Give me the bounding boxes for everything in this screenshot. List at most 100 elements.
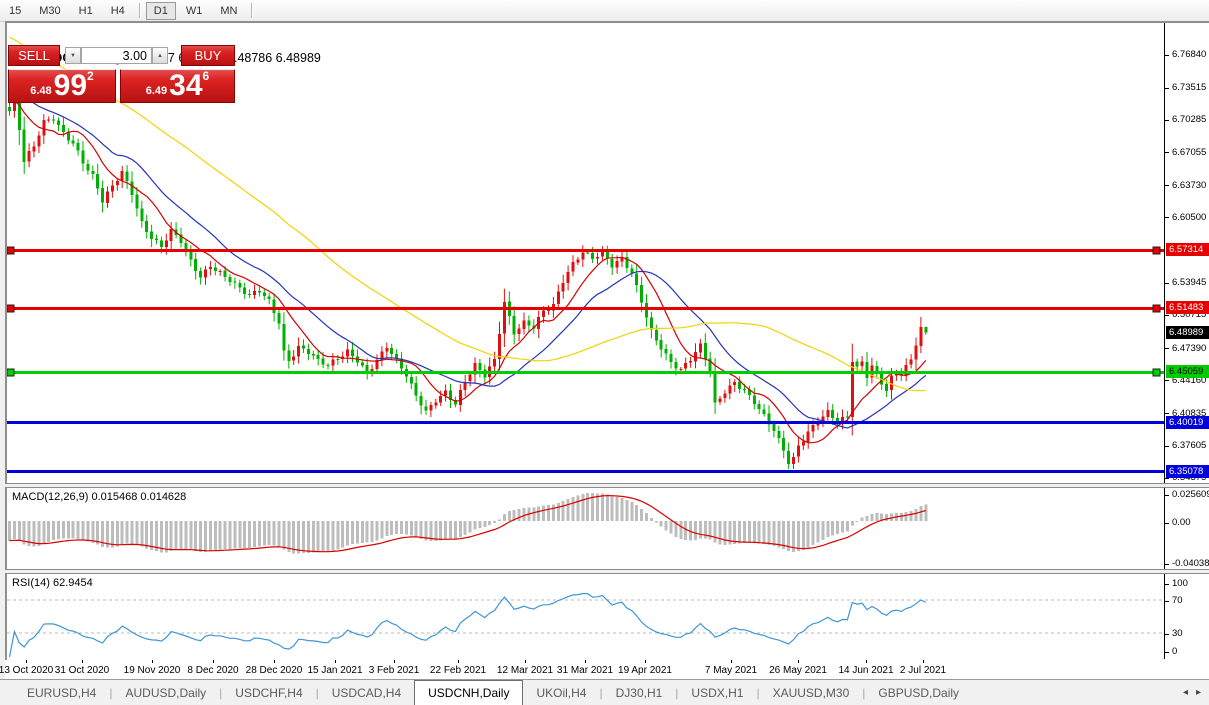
chart-tab-bar: EURUSD,H4 | AUDUSD,Daily | USDCHF,H4 | USDCAD,… <box>0 679 1209 705</box>
price-axis-label: 6.50715 <box>1165 309 1206 320</box>
date-label: 31 Oct 2020 <box>54 665 110 676</box>
time-axis-tick <box>866 660 867 663</box>
timeframe-button-m30[interactable]: M30 <box>39 4 61 17</box>
date-label: 8 Dec 2020 <box>187 665 239 676</box>
timeframe-button-h1[interactable]: H1 <box>78 4 93 17</box>
buy-price-prefix: 6.49 <box>145 85 168 97</box>
date-label: 19 Nov 2020 <box>123 665 181 676</box>
price-tag-6.51483: 6.51483 <box>1166 301 1209 315</box>
price-axis-label: 6.73515 <box>1165 82 1206 93</box>
tab-separator: | <box>109 685 113 700</box>
macd-indicator-canvas[interactable] <box>7 488 1165 569</box>
price-tag-6.48989: 6.48989 <box>1166 326 1209 340</box>
price-axis-label: 6.44160 <box>1165 375 1206 386</box>
main-chart-canvas[interactable] <box>6 23 1165 483</box>
time-axis-tick <box>152 660 153 663</box>
tab-separator: | <box>599 685 603 700</box>
buy-price-point: 6 <box>202 69 210 83</box>
sell-button[interactable]: SELL <box>8 45 60 66</box>
time-axis-tick <box>923 660 924 663</box>
price-tag-6.45059: 6.45059 <box>1166 365 1209 379</box>
date-label: 7 May 2021 <box>704 665 758 676</box>
time-axis-tick <box>645 660 646 663</box>
price-axis-label: 6.63730 <box>1165 180 1206 191</box>
timeframe-button-d1[interactable]: D1 <box>145 1 176 20</box>
volume-increase-button[interactable]: ▲ <box>152 47 168 64</box>
time-axis-tick <box>274 660 275 663</box>
tab-usdcnh-daily[interactable]: USDCNH,Daily <box>414 680 524 705</box>
time-axis-tick <box>213 660 214 663</box>
toolbar-separator <box>251 3 253 18</box>
date-label: 15 Jan 2021 <box>307 665 363 676</box>
tab-separator: | <box>756 685 760 700</box>
raxis-label: 100 <box>1165 578 1188 589</box>
price-axis-label: 6.47390 <box>1165 343 1206 354</box>
time-axis-tick <box>26 660 27 663</box>
time-axis[interactable]: 13 Oct 2020 31 Oct 2020 19 Nov 2020 8 Dec 2… <box>0 660 1209 679</box>
time-axis-tick <box>82 660 83 663</box>
time-axis-tick <box>585 660 586 663</box>
tab-eurusd-h4[interactable]: EURUSD,H4 <box>27 685 97 700</box>
spin-up-icon: ▲ <box>157 52 163 59</box>
tab-usdchf-h4[interactable]: USDCHF,H4 <box>235 685 303 700</box>
sell-price-point: 2 <box>87 69 94 83</box>
sell-price-prefix: 6.48 <box>30 85 52 97</box>
time-axis-tick <box>394 660 395 663</box>
tab-xauusd-m30[interactable]: XAUUSD,M30 <box>772 685 850 700</box>
raxis-label: 30 <box>1165 628 1183 639</box>
date-label: 3 Feb 2021 <box>368 665 420 676</box>
price-axis-label: 6.76840 <box>1165 49 1206 60</box>
maxis-label: 0.00 <box>1165 517 1191 528</box>
tab-ukoil-h4[interactable]: UKOil,H4 <box>536 685 587 700</box>
volume-decrease-button[interactable]: ▼ <box>65 47 81 64</box>
tab-separator: | <box>675 685 679 700</box>
date-label: 31 Mar 2021 <box>556 665 614 676</box>
rsi-axis[interactable]: 100 70 30 0 <box>1165 574 1209 659</box>
tab-scroll-right-icon[interactable]: ▸ <box>1195 687 1201 698</box>
spin-down-icon: ▼ <box>70 52 76 59</box>
time-axis-tick <box>798 660 799 663</box>
tab-separator: | <box>219 685 223 700</box>
price-axis-label: 6.40835 <box>1165 408 1206 419</box>
panel-splitter-rsi[interactable] <box>5 569 1209 574</box>
date-label: 26 May 2021 <box>769 665 827 676</box>
price-tag-6.40019: 6.40019 <box>1166 415 1209 429</box>
tab-audusd-daily[interactable]: AUDUSD,Daily <box>125 685 207 700</box>
tab-usdx-h1[interactable]: USDX,H1 <box>691 685 744 700</box>
maxis-label: -0.04038 <box>1165 558 1209 569</box>
date-label: 2 Jul 2021 <box>899 665 947 676</box>
timeframe-button-h4[interactable]: H4 <box>110 4 125 17</box>
price-axis[interactable]: 6.76840 6.73515 6.70285 6.67055 6.63730 6.605… <box>1165 23 1209 483</box>
time-axis-tick <box>458 660 459 663</box>
buy-price-display[interactable]: 6.49 34 6 <box>120 69 235 103</box>
tab-scroll-left-icon[interactable]: ◂ <box>1182 687 1188 698</box>
sell-price-pips: 99 <box>53 69 88 102</box>
panel-splitter-macd[interactable] <box>5 483 1209 488</box>
price-axis-label: 6.60500 <box>1165 212 1206 223</box>
time-axis-tick <box>335 660 336 663</box>
date-label: 22 Feb 2021 <box>429 665 487 676</box>
timeframe-button-mn[interactable]: MN <box>220 4 238 17</box>
toolbar-separator <box>138 3 140 18</box>
macd-axis[interactable]: 0.025609 0.00 -0.04038 <box>1165 488 1209 569</box>
tab-separator: | <box>862 685 866 700</box>
one-click-trading-widget: SELL ▼ ▲ BUY 6.48 99 2 6.49 34 6 <box>8 45 235 103</box>
rsi-indicator-canvas[interactable] <box>7 574 1165 659</box>
tab-gbpusd-daily[interactable]: GBPUSD,Daily <box>878 685 960 700</box>
timeframe-button-w1[interactable]: W1 <box>185 4 203 17</box>
buy-button[interactable]: BUY <box>181 45 235 66</box>
sell-price-display[interactable]: 6.48 99 2 <box>8 69 116 103</box>
volume-input[interactable] <box>81 47 152 64</box>
timeframe-toolbar: 15 M30 H1 H4 D1 W1 MN <box>0 0 1209 22</box>
date-label: 12 Mar 2021 <box>496 665 554 676</box>
tab-usdcad-h4[interactable]: USDCAD,H4 <box>331 685 402 700</box>
tab-dj30-h1[interactable]: DJ30,H1 <box>615 685 663 700</box>
price-axis-label: 6.37605 <box>1165 440 1206 451</box>
date-label: 13 Oct 2020 <box>0 665 54 676</box>
date-label: 14 Jun 2021 <box>838 665 894 676</box>
timeframe-button-15[interactable]: 15 <box>9 4 22 17</box>
price-axis-label: 6.70285 <box>1165 114 1206 125</box>
time-axis-tick <box>525 660 526 663</box>
price-tag-6.35078: 6.35078 <box>1166 464 1209 478</box>
